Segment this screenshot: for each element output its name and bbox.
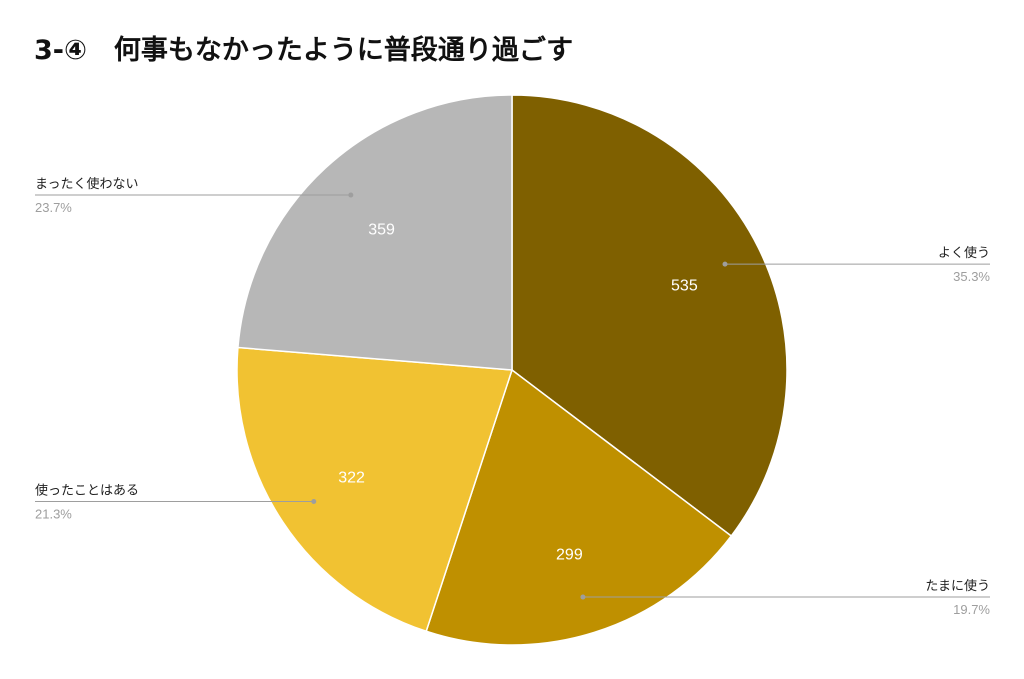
slice-percent-label: 35.3% [953,269,990,284]
pie-slice [425,368,733,646]
slice-category-label: 使ったことはある [35,483,139,499]
pie-slices [236,94,788,646]
slice-value-labels: 535 299 322 359 [338,221,698,563]
slice-value-label: 535 [671,277,698,294]
leader-dot [348,192,354,198]
chart-title: 3-④ 何事もなかったように普段通り過ごす [34,35,574,66]
slice-percent-label: 23.7% [35,200,72,215]
pie-slice [236,346,514,633]
slice-category-label: たまに使う [925,578,990,594]
slice-percent-label: 19.7% [953,602,990,617]
slice-percent-label: 21.3% [35,507,72,522]
leader-dot [580,594,586,600]
slice-value-label: 299 [556,547,583,564]
slice-value-label: 322 [338,469,365,486]
slice-callouts: よく使う 35.3% たまに使う 19.7% 使ったことはある 21.3% まったく使わない… [35,176,990,617]
slice-category-label: よく使う [938,245,990,261]
leader-dot [722,261,728,267]
pie-slice [511,94,788,538]
pie-slice [237,94,513,371]
leader-dot [311,499,317,505]
slice-category-label: まったく使わない [35,176,138,192]
slice-value-label: 359 [368,221,395,238]
